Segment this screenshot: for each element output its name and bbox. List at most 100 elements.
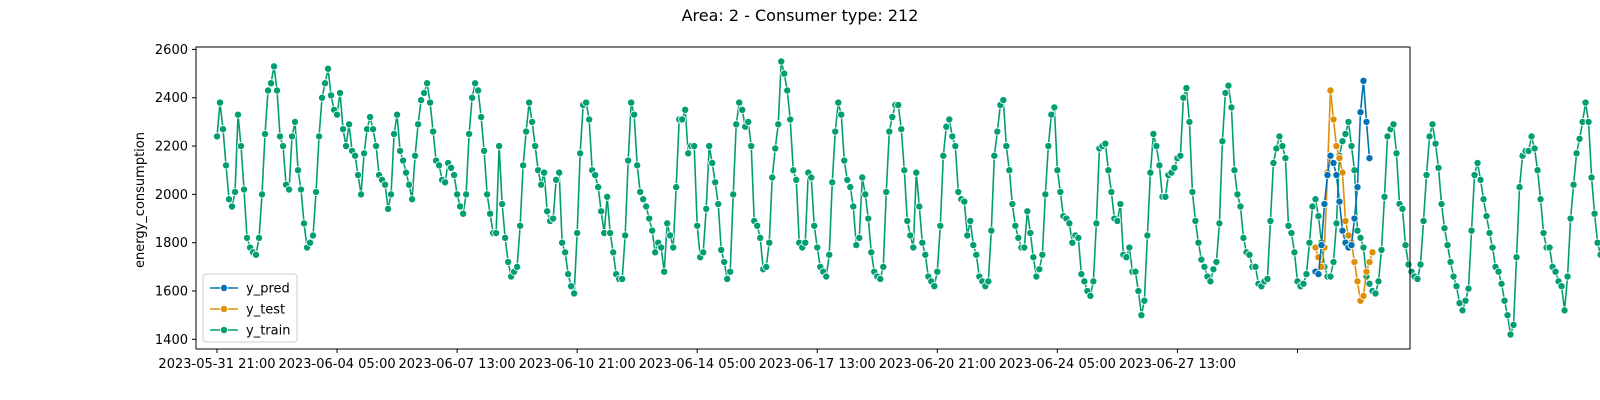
data-point bbox=[240, 185, 249, 194]
data-point bbox=[756, 233, 765, 242]
data-point bbox=[1299, 279, 1308, 288]
data-point bbox=[420, 88, 429, 97]
data-point bbox=[930, 282, 939, 291]
data-point bbox=[402, 168, 411, 177]
data-point bbox=[1494, 267, 1503, 276]
data-point bbox=[324, 64, 333, 73]
data-point bbox=[1470, 171, 1479, 180]
data-point bbox=[222, 161, 231, 170]
data-point bbox=[810, 221, 819, 230]
data-point bbox=[828, 178, 837, 187]
data-point bbox=[762, 262, 771, 271]
data-point bbox=[1020, 243, 1029, 252]
data-point bbox=[849, 202, 858, 211]
data-point bbox=[1593, 238, 1600, 247]
series-y-train bbox=[213, 57, 1600, 339]
data-point bbox=[1326, 272, 1335, 281]
legend-marker bbox=[219, 304, 228, 313]
data-point bbox=[609, 248, 618, 257]
data-point bbox=[714, 200, 723, 209]
x-tick-label: 2023-06-14 05:00 bbox=[639, 357, 756, 372]
data-point bbox=[1383, 132, 1392, 141]
data-point bbox=[663, 219, 672, 228]
data-point bbox=[1326, 151, 1335, 160]
data-point bbox=[744, 117, 753, 126]
data-point bbox=[1515, 183, 1524, 192]
data-point bbox=[309, 231, 318, 240]
data-point bbox=[1425, 132, 1434, 141]
data-point bbox=[480, 146, 489, 155]
data-point bbox=[414, 120, 423, 129]
data-point bbox=[288, 132, 297, 141]
data-point bbox=[1422, 171, 1431, 180]
data-point bbox=[867, 248, 876, 257]
data-point bbox=[1314, 270, 1323, 279]
data-point bbox=[858, 173, 867, 182]
data-point bbox=[1356, 108, 1365, 117]
data-point bbox=[807, 173, 816, 182]
data-point bbox=[1044, 142, 1053, 151]
data-point bbox=[1341, 216, 1350, 225]
data-point bbox=[582, 98, 591, 107]
data-point bbox=[516, 221, 525, 230]
data-point bbox=[1245, 250, 1254, 259]
data-point bbox=[711, 178, 720, 187]
data-point bbox=[327, 91, 336, 100]
data-point bbox=[1218, 137, 1227, 146]
plot-area: 1400 1600 1800 2000 2200 2400 2600 2023-05-31 2… bbox=[155, 43, 1600, 372]
data-point bbox=[252, 250, 261, 259]
data-point bbox=[690, 142, 699, 151]
data-point bbox=[1077, 270, 1086, 279]
data-point bbox=[726, 267, 735, 276]
data-point bbox=[864, 214, 873, 223]
data-point bbox=[909, 243, 918, 252]
y-tick-label: 2600 bbox=[155, 43, 188, 58]
data-point bbox=[462, 190, 471, 199]
data-point bbox=[918, 238, 927, 247]
data-point bbox=[450, 171, 459, 180]
y-tick-label: 2000 bbox=[155, 188, 188, 203]
data-point bbox=[1563, 272, 1572, 281]
data-point bbox=[915, 202, 924, 211]
data-point bbox=[1029, 253, 1038, 262]
data-point bbox=[1353, 226, 1362, 235]
data-point bbox=[228, 202, 237, 211]
data-point bbox=[381, 180, 390, 189]
data-point bbox=[831, 127, 840, 136]
data-point bbox=[894, 100, 903, 109]
data-point bbox=[576, 149, 585, 158]
data-point bbox=[390, 129, 399, 138]
data-point bbox=[879, 262, 888, 271]
data-point bbox=[372, 142, 381, 151]
data-point bbox=[255, 233, 264, 242]
data-point bbox=[1485, 229, 1494, 238]
data-point bbox=[1365, 154, 1374, 163]
data-point bbox=[1335, 154, 1344, 163]
data-point bbox=[1053, 166, 1062, 175]
data-point bbox=[447, 163, 456, 172]
data-point bbox=[423, 79, 432, 88]
data-point bbox=[1101, 139, 1110, 148]
data-point bbox=[753, 221, 762, 230]
legend-item: y_train bbox=[210, 324, 290, 339]
data-point bbox=[1329, 115, 1338, 124]
x-tick-label: 2023-06-24 05:00 bbox=[999, 357, 1116, 372]
data-point bbox=[1092, 219, 1101, 228]
data-point bbox=[621, 231, 630, 240]
data-point bbox=[792, 175, 801, 184]
data-point bbox=[1503, 311, 1512, 320]
data-point bbox=[1014, 233, 1023, 242]
data-point bbox=[999, 96, 1008, 105]
data-point bbox=[1266, 216, 1275, 225]
data-point bbox=[528, 117, 537, 126]
data-point bbox=[465, 129, 474, 138]
data-point bbox=[876, 274, 885, 283]
data-point bbox=[1329, 158, 1338, 167]
y-tick-label: 1600 bbox=[155, 285, 188, 300]
data-point bbox=[1104, 166, 1113, 175]
data-point bbox=[1359, 291, 1368, 300]
data-point bbox=[561, 248, 570, 257]
data-point bbox=[1365, 258, 1374, 267]
data-point bbox=[594, 183, 603, 192]
data-point bbox=[585, 115, 594, 124]
